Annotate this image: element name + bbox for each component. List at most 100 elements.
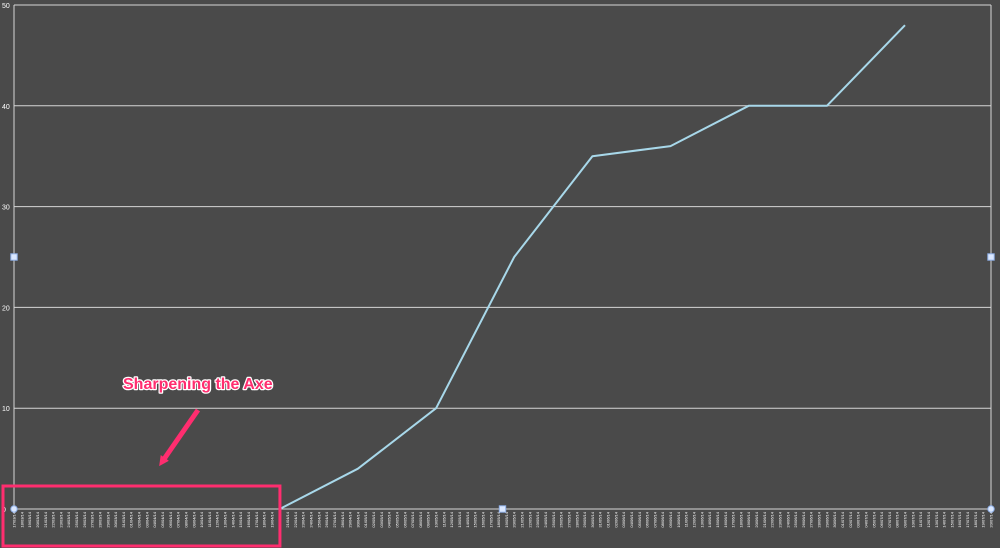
x-tick-label: 04/04/14 — [152, 511, 157, 527]
selection-handles[interactable] — [10, 253, 995, 513]
x-tick-label: 11/05/14 — [441, 511, 446, 527]
x-tick-label: 23/03/14 — [58, 511, 63, 527]
x-tick-label: 24/04/14 — [309, 511, 314, 527]
x-tick-label: 01/04/14 — [129, 511, 134, 527]
x-tick-label: 16/07/14 — [957, 511, 962, 527]
x-tick-label: 16/04/14 — [246, 511, 251, 527]
annotation-arrow — [159, 408, 201, 467]
x-tick-label: 11/07/14 — [918, 511, 923, 527]
x-tick-label: 20/06/14 — [754, 511, 759, 527]
x-tick-label: 10/06/14 — [676, 511, 681, 527]
x-tick-label: 27/06/14 — [809, 511, 814, 527]
x-tick-label: 12/04/14 — [215, 511, 220, 527]
x-tick-label: 08/07/14 — [895, 511, 900, 527]
x-tick-label: 01/06/14 — [606, 511, 611, 527]
resize-handle[interactable] — [498, 505, 507, 513]
x-tick-label: 27/03/14 — [90, 511, 95, 527]
y-tick-label: 50 — [2, 3, 10, 10]
x-tick-label: 21/03/14 — [43, 511, 48, 527]
x-tick-label: 06/07/14 — [879, 511, 884, 527]
x-tick-label: 21/06/14 — [762, 511, 767, 527]
x-tick-label: 04/07/14 — [863, 511, 868, 527]
x-tick-label: 22/06/14 — [770, 511, 775, 527]
x-tick-label: 05/04/14 — [160, 511, 165, 527]
x-tick-label: 05/05/14 — [394, 511, 399, 527]
x-tick-label: 28/05/14 — [574, 511, 579, 527]
x-tick-label: 04/05/14 — [387, 511, 392, 527]
x-tick-label: 10/05/14 — [434, 511, 439, 527]
x-tick-label: 29/03/14 — [105, 511, 110, 527]
annotation-label: Sharpening the Axe — [123, 376, 273, 393]
x-tick-label: 28/06/14 — [817, 511, 822, 527]
x-tick-label: 18/06/14 — [738, 511, 743, 527]
x-tick-label: 16/06/14 — [723, 511, 728, 527]
x-tick-label: 03/04/14 — [144, 511, 149, 527]
gridlines — [13, 4, 992, 510]
x-tick-label: 05/06/14 — [637, 511, 642, 527]
x-tick-label: 22/03/14 — [51, 511, 56, 527]
y-tick-label: 40 — [2, 104, 10, 111]
x-tick-label: 10/07/14 — [910, 511, 915, 527]
x-tick-label: 25/06/14 — [793, 511, 798, 527]
x-tick-label: 07/06/14 — [652, 511, 657, 527]
x-tick-label: 25/04/14 — [316, 511, 321, 527]
x-tick-label: 08/04/14 — [183, 511, 188, 527]
y-tick-label: 30 — [2, 205, 10, 212]
x-tick-label: 19/06/14 — [746, 511, 751, 527]
x-tick-label: 01/07/14 — [840, 511, 845, 527]
x-tick-label: 21/05/14 — [520, 511, 525, 527]
x-tick-label: 18/03/14 — [19, 511, 24, 527]
resize-handle[interactable] — [10, 253, 18, 261]
x-tick-label: 11/06/14 — [684, 511, 689, 527]
series-line — [279, 24, 906, 510]
x-tick-label: 17/05/14 — [488, 511, 493, 527]
x-tick-label: 22/05/14 — [527, 511, 532, 527]
x-tick-label: 27/04/14 — [332, 511, 337, 527]
x-tick-label: 31/05/14 — [598, 511, 603, 527]
x-tick-label: 23/05/14 — [535, 511, 540, 527]
y-tick-label: 10 — [2, 406, 10, 413]
x-tick-label: 10/04/14 — [199, 511, 204, 527]
x-tick-label: 17/04/14 — [254, 511, 259, 527]
x-tick-label: 09/07/14 — [903, 511, 908, 527]
x-tick-label: 30/06/14 — [832, 511, 837, 527]
x-tick-label: 26/05/14 — [559, 511, 564, 527]
x-tick-label: 31/03/14 — [121, 511, 126, 527]
x-tick-label: 21/04/14 — [285, 511, 290, 527]
x-tick-label: 26/04/14 — [324, 511, 329, 527]
x-tick-label: 30/04/14 — [355, 511, 360, 527]
x-tick-label: 03/07/14 — [856, 511, 861, 527]
x-tick-label: 24/05/14 — [543, 511, 548, 527]
x-tick-label: 15/04/14 — [238, 511, 243, 527]
x-tick-label: 14/05/14 — [465, 511, 470, 527]
x-tick-label: 19/04/14 — [269, 511, 274, 527]
x-tick-label: 03/05/14 — [379, 511, 384, 527]
x-tick-label: 19/05/14 — [504, 511, 509, 527]
x-tick-label: 07/04/14 — [176, 511, 181, 527]
x-tick-label: 04/06/14 — [629, 511, 634, 527]
x-tick-label: 15/06/14 — [715, 511, 720, 527]
x-tick-label: 07/05/14 — [410, 511, 415, 527]
x-tick-label: 12/05/14 — [449, 511, 454, 527]
x-tick-label: 15/05/14 — [473, 511, 478, 527]
resize-handle[interactable] — [987, 505, 995, 513]
x-tick-label: 09/06/14 — [668, 511, 673, 527]
x-tick-label: 29/06/14 — [824, 511, 829, 527]
x-tick-label: 02/05/14 — [371, 511, 376, 527]
resize-handle[interactable] — [987, 253, 995, 261]
x-tick-label: 28/03/14 — [97, 511, 102, 527]
x-tick-label: 24/06/14 — [785, 511, 790, 527]
x-tick-label: 13/07/14 — [934, 511, 939, 527]
x-tick-label: 06/06/14 — [645, 511, 650, 527]
x-tick-label: 28/04/14 — [340, 511, 345, 527]
resize-handle[interactable] — [10, 505, 18, 513]
x-tick-label: 29/05/14 — [582, 511, 587, 527]
x-tick-label: 14/07/14 — [942, 511, 947, 527]
x-tick-label: 06/04/14 — [168, 511, 173, 527]
x-tick-label: 12/07/14 — [926, 511, 931, 527]
x-tick-label: 30/03/14 — [113, 511, 118, 527]
x-tick-label: 25/05/14 — [551, 511, 556, 527]
x-tick-label: 14/06/14 — [707, 511, 712, 527]
x-tick-label: 13/04/14 — [223, 511, 228, 527]
